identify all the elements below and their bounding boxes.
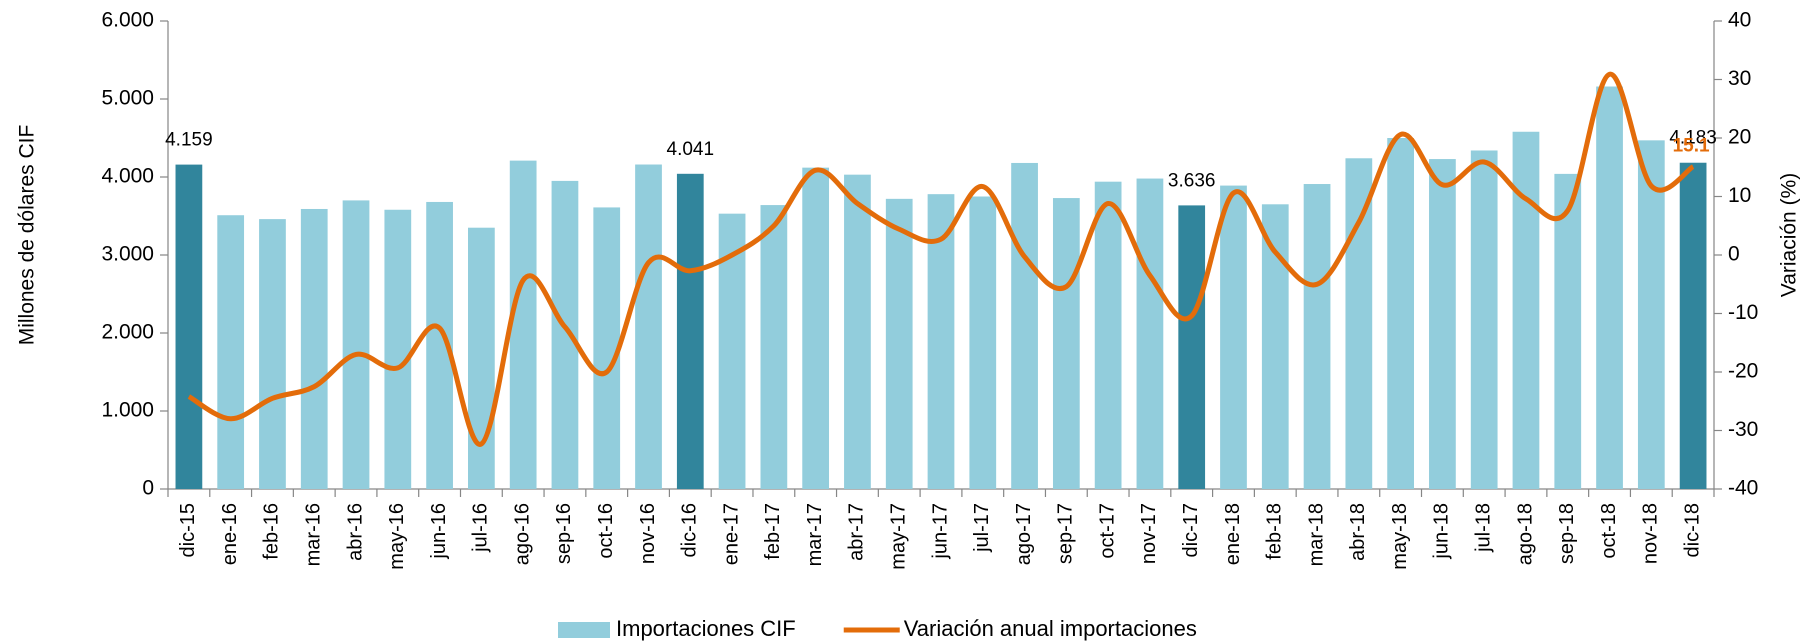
x-tick-label: nov-16 — [637, 503, 659, 564]
x-tick-label: oct-18 — [1598, 503, 1620, 559]
y2-tick-label: -20 — [1728, 360, 1758, 383]
x-tick-label: oct-17 — [1096, 503, 1118, 559]
x-tick-label: sep-18 — [1556, 503, 1578, 564]
y2-tick-label: 30 — [1728, 67, 1751, 90]
y2-axis-title: Variación (%) — [1778, 173, 1801, 297]
x-tick-label: jun-17 — [929, 503, 951, 560]
bar — [635, 164, 662, 489]
bar — [593, 207, 621, 490]
x-tick-label: jul-18 — [1472, 503, 1494, 553]
bar — [1136, 178, 1164, 489]
bar — [468, 227, 495, 489]
bar — [300, 208, 328, 490]
x-tick-label: oct-16 — [595, 503, 617, 559]
x-tick-label: dic-16 — [679, 503, 701, 557]
x-tick-label: dic-15 — [177, 503, 199, 557]
bar — [885, 198, 913, 489]
x-tick-label: jun-18 — [1431, 503, 1453, 560]
legend-label: Variación anual importaciones — [904, 616, 1197, 641]
bar — [1220, 185, 1247, 489]
line-value-label: 15.1 — [1673, 136, 1710, 157]
x-tick-label: abr-16 — [344, 503, 366, 561]
y-tick-label: 4.000 — [101, 165, 154, 188]
bar — [1554, 173, 1582, 489]
legend-label: Importaciones CIF — [616, 616, 796, 641]
x-tick-label: may-17 — [887, 503, 909, 570]
bar — [1094, 181, 1122, 489]
bar — [217, 215, 245, 489]
bar — [1178, 205, 1206, 489]
bar — [969, 196, 997, 489]
bar — [175, 164, 203, 489]
bar — [1261, 204, 1289, 490]
x-tick-label: jul-17 — [971, 503, 993, 553]
x-tick-label: ene-17 — [720, 503, 742, 565]
bar — [551, 180, 579, 489]
bar-value-label: 4.041 — [667, 139, 715, 160]
x-tick-label: sep-16 — [553, 503, 575, 564]
y2-tick-label: 40 — [1728, 9, 1751, 32]
x-tick-label: may-16 — [386, 503, 408, 570]
bar — [844, 174, 871, 489]
bar — [509, 160, 537, 489]
y-tick-label: 6.000 — [101, 9, 154, 32]
x-tick-label: mar-17 — [804, 503, 826, 566]
bar — [1303, 184, 1331, 489]
x-tick-label: nov-17 — [1138, 503, 1160, 564]
x-tick-label: feb-18 — [1264, 503, 1286, 560]
x-tick-label: nov-18 — [1640, 503, 1662, 564]
x-tick-label: mar-16 — [303, 503, 325, 566]
x-tick-label: dic-17 — [1180, 503, 1202, 557]
x-tick-label: sep-17 — [1055, 503, 1077, 564]
x-tick-label: may-18 — [1389, 503, 1411, 570]
bar — [1052, 198, 1080, 489]
bar — [1387, 138, 1414, 489]
x-tick-label: mar-18 — [1305, 503, 1327, 566]
x-tick-label: abr-18 — [1347, 503, 1369, 561]
y-tick-label: 3.000 — [101, 243, 154, 266]
bar — [342, 200, 370, 489]
x-tick-label: dic-18 — [1681, 503, 1703, 557]
x-tick-label: feb-16 — [261, 503, 283, 560]
bar — [676, 173, 704, 489]
y2-tick-label: -30 — [1728, 418, 1758, 441]
bar — [259, 219, 286, 489]
x-tick-label: abr-17 — [846, 503, 868, 561]
y-tick-label: 1.000 — [101, 399, 154, 422]
y2-tick-label: 0 — [1728, 243, 1740, 266]
bar — [1429, 159, 1456, 489]
bar — [384, 209, 412, 489]
y2-tick-label: -40 — [1728, 477, 1758, 500]
bar — [1470, 150, 1498, 490]
bar-value-label: 4.183 — [1669, 128, 1717, 149]
bar — [1011, 162, 1038, 489]
x-tick-label: jun-16 — [428, 503, 450, 560]
y2-tick-label: 20 — [1728, 126, 1751, 149]
bar-value-label: 3.636 — [1168, 170, 1216, 191]
bar — [1679, 162, 1707, 489]
line — [187, 71, 1695, 447]
x-tick-label: ago-17 — [1013, 503, 1035, 565]
y2-tick-label: -10 — [1728, 301, 1758, 324]
bar — [1345, 158, 1373, 489]
x-tick-label: ago-18 — [1514, 503, 1536, 565]
bar — [1512, 131, 1540, 489]
legend-swatch — [558, 622, 610, 638]
bar — [1596, 86, 1623, 490]
y-tick-label: 0 — [142, 477, 154, 500]
x-tick-label: ago-16 — [511, 503, 533, 565]
x-tick-label: jul-16 — [470, 503, 492, 553]
y2-tick-label: 10 — [1728, 184, 1751, 207]
bar-value-label: 4.159 — [165, 130, 213, 151]
bar — [760, 205, 788, 489]
y-tick-label: 5.000 — [101, 87, 154, 110]
y-tick-label: 2.000 — [101, 321, 154, 344]
bar — [802, 167, 830, 489]
x-tick-label: feb-17 — [762, 503, 784, 560]
bar — [1637, 140, 1665, 489]
x-tick-label: ene-18 — [1222, 503, 1244, 565]
x-tick-label: ene-16 — [219, 503, 241, 565]
y-axis-title: Millones de dólares CIF — [16, 125, 39, 346]
